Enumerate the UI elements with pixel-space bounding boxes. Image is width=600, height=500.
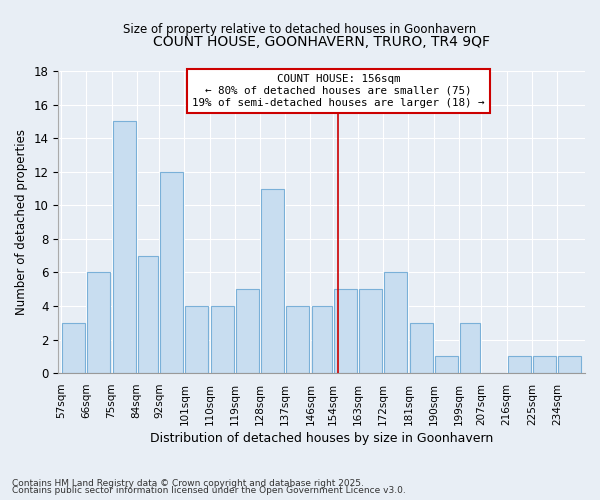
Text: COUNT HOUSE: 156sqm
← 80% of detached houses are smaller (75)
19% of semi-detach: COUNT HOUSE: 156sqm ← 80% of detached ho…: [192, 74, 485, 108]
Text: Contains HM Land Registry data © Crown copyright and database right 2025.: Contains HM Land Registry data © Crown c…: [12, 478, 364, 488]
Bar: [359, 290, 382, 373]
Text: Contains public sector information licensed under the Open Government Licence v3: Contains public sector information licen…: [12, 486, 406, 495]
Bar: [236, 290, 259, 373]
Bar: [113, 122, 136, 373]
Bar: [385, 272, 407, 373]
Bar: [435, 356, 458, 373]
Bar: [261, 188, 284, 373]
Bar: [311, 306, 332, 373]
Y-axis label: Number of detached properties: Number of detached properties: [15, 129, 28, 315]
Bar: [185, 306, 208, 373]
Bar: [62, 323, 85, 373]
Bar: [286, 306, 310, 373]
Bar: [138, 256, 158, 373]
Bar: [558, 356, 581, 373]
Bar: [508, 356, 530, 373]
Text: Size of property relative to detached houses in Goonhavern: Size of property relative to detached ho…: [124, 22, 476, 36]
Bar: [160, 172, 183, 373]
X-axis label: Distribution of detached houses by size in Goonhavern: Distribution of detached houses by size …: [150, 432, 493, 445]
Bar: [410, 323, 433, 373]
Bar: [88, 272, 110, 373]
Bar: [334, 290, 357, 373]
Bar: [533, 356, 556, 373]
Bar: [460, 323, 480, 373]
Bar: [211, 306, 233, 373]
Title: COUNT HOUSE, GOONHAVERN, TRURO, TR4 9QF: COUNT HOUSE, GOONHAVERN, TRURO, TR4 9QF: [153, 35, 490, 49]
